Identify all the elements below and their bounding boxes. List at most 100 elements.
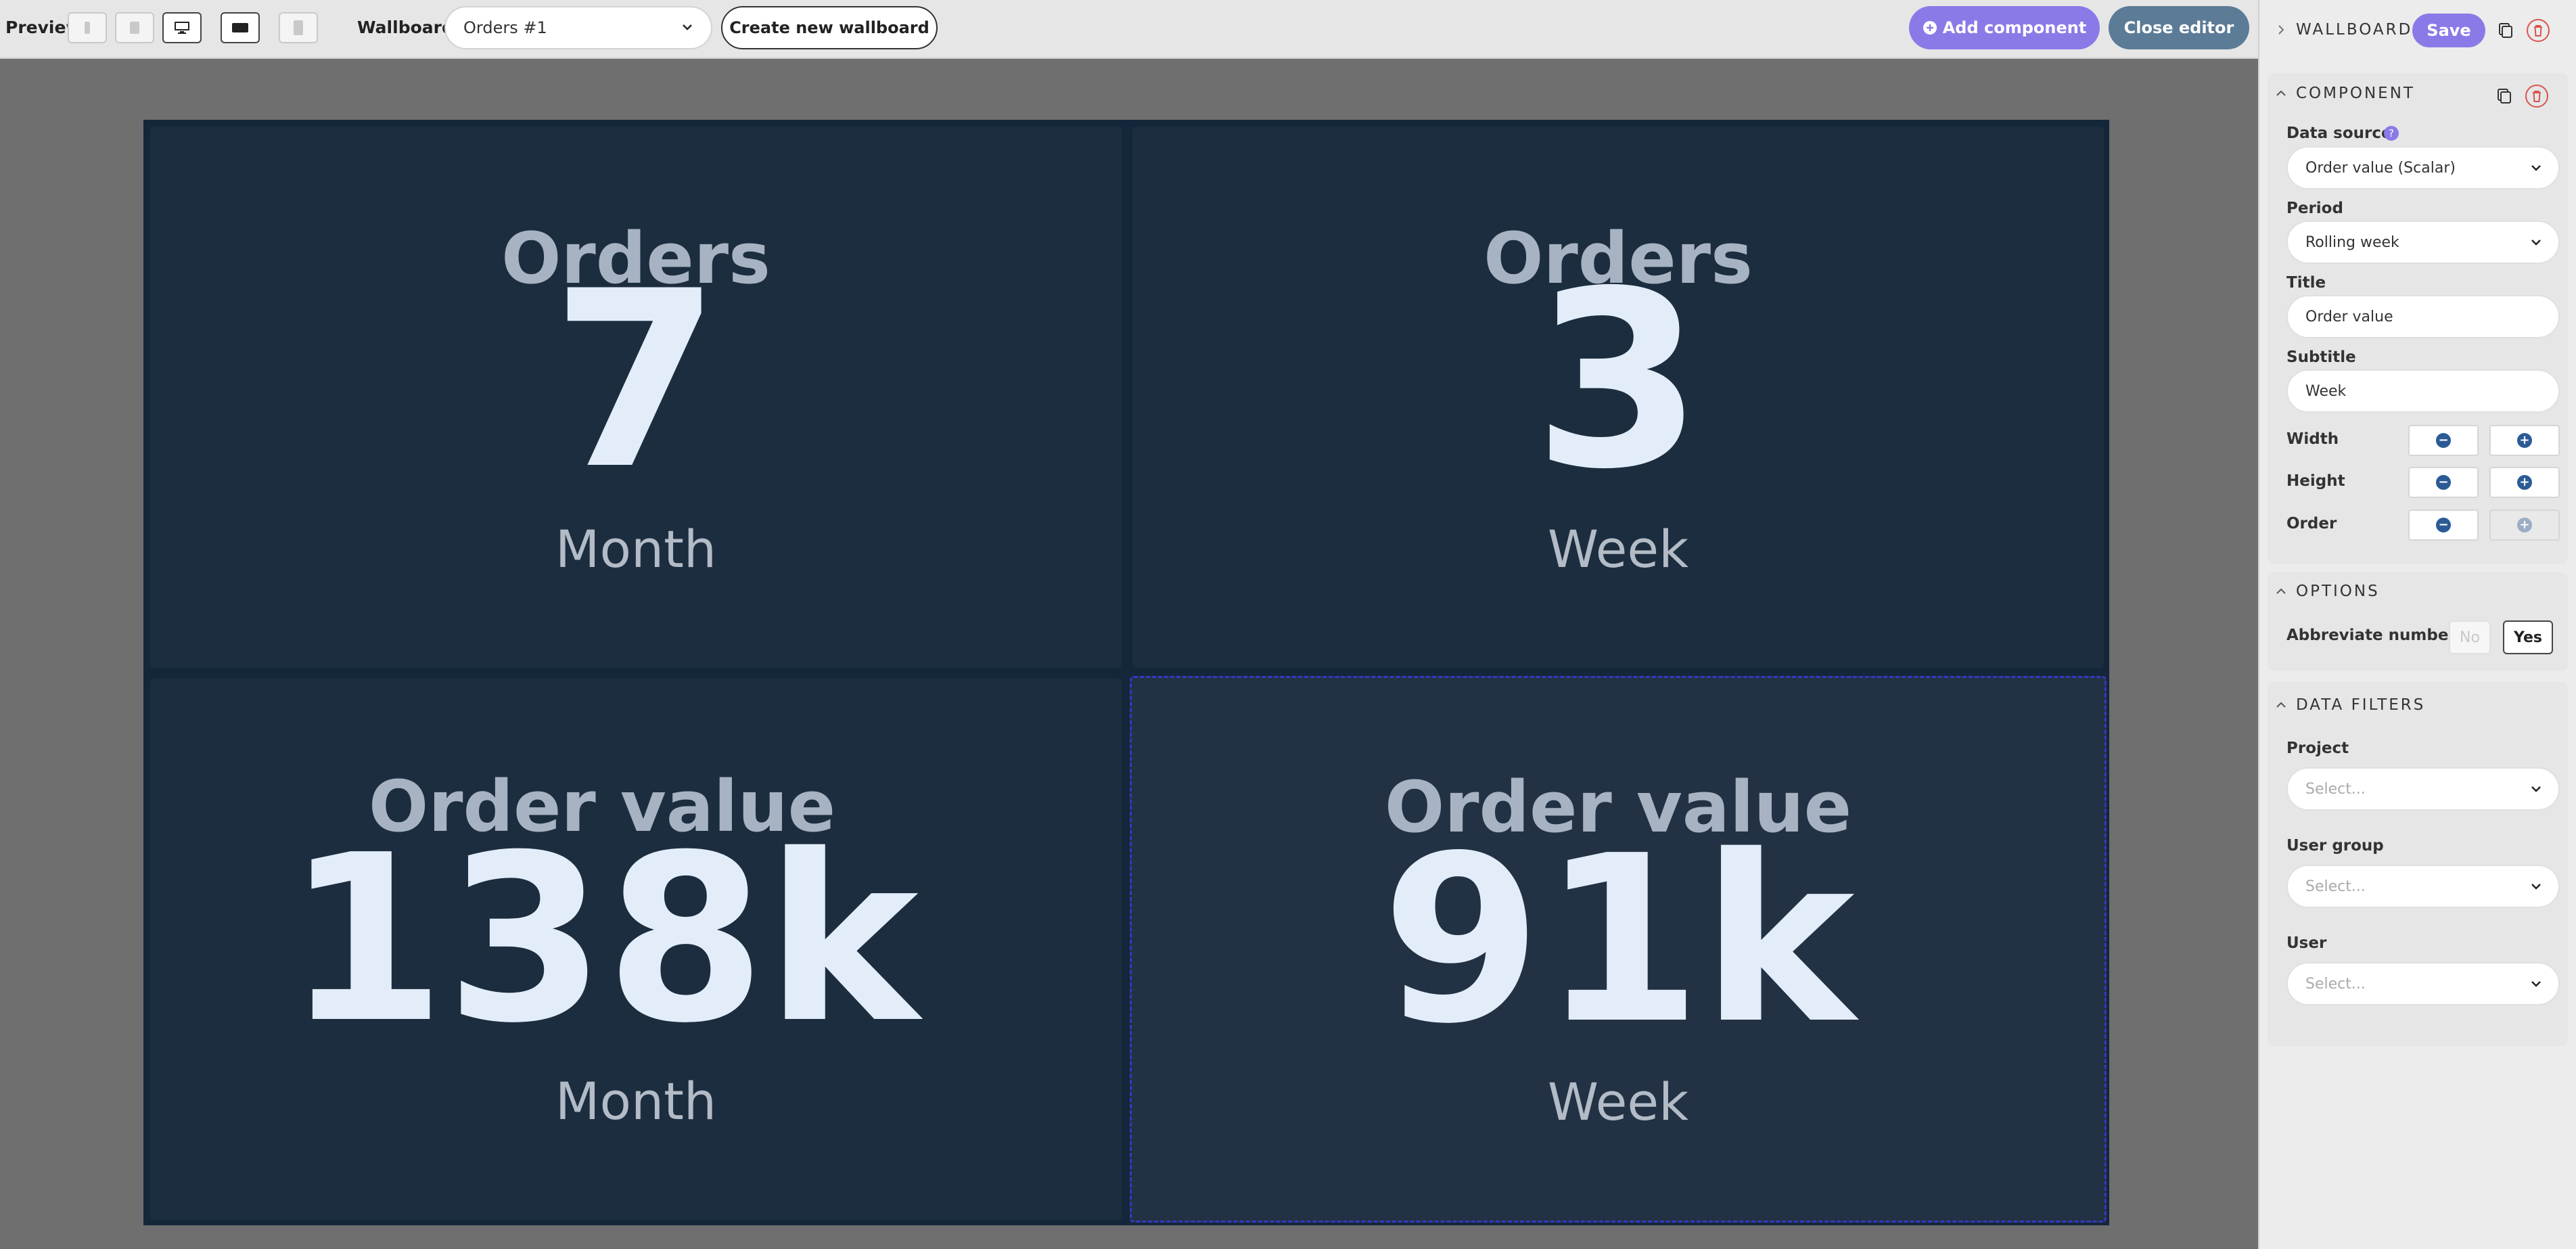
plus-icon: + bbox=[2517, 518, 2532, 532]
wallboard-label: Wallboard bbox=[357, 18, 454, 37]
chevron-down-icon bbox=[683, 24, 692, 30]
tile-value: 138k bbox=[285, 806, 919, 1074]
tile-title: Order value bbox=[1384, 766, 1852, 848]
chevron-up-icon[interactable] bbox=[2276, 700, 2286, 710]
wallboard-select[interactable]: Orders #1 bbox=[444, 6, 712, 49]
preview-tablet-button[interactable] bbox=[115, 12, 154, 43]
tile-title: Orders bbox=[501, 217, 770, 300]
abbreviate-yes-button[interactable]: Yes bbox=[2503, 620, 2553, 654]
width-increase-button[interactable]: + bbox=[2489, 425, 2560, 456]
project-filter-select[interactable]: Select... bbox=[2286, 767, 2560, 811]
subtitle-input-value: Week bbox=[2305, 382, 2347, 400]
user-group-filter-select[interactable]: Select... bbox=[2286, 865, 2560, 908]
delete-component-icon[interactable] bbox=[2525, 84, 2549, 108]
order-increase-button[interactable]: + bbox=[2489, 509, 2560, 541]
subtitle-label: Subtitle bbox=[2286, 348, 2356, 366]
abbreviate-yes-label: Yes bbox=[2514, 629, 2542, 646]
width-decrease-button[interactable]: − bbox=[2408, 425, 2479, 456]
preview-tv-landscape-button[interactable] bbox=[221, 12, 260, 43]
save-label: Save bbox=[2426, 21, 2471, 40]
project-filter-label: Project bbox=[2286, 740, 2349, 757]
preview-tv-portrait-button[interactable] bbox=[279, 12, 318, 43]
duplicate-wallboard-icon[interactable] bbox=[2493, 18, 2517, 43]
wallboard-select-value: Orders #1 bbox=[463, 18, 547, 37]
help-icon[interactable]: ? bbox=[2384, 126, 2399, 141]
tablet-icon bbox=[130, 22, 139, 34]
minus-icon: − bbox=[2436, 475, 2451, 490]
preview-desktop-button[interactable] bbox=[162, 12, 202, 43]
duplicate-component-icon[interactable] bbox=[2491, 84, 2516, 108]
order-label: Order bbox=[2286, 515, 2337, 532]
wallboard-tile[interactable]: Orders 3 Week bbox=[1132, 127, 2104, 668]
tile-value: 7 bbox=[551, 239, 721, 522]
abbreviate-no-button[interactable]: No bbox=[2449, 620, 2491, 654]
minus-icon: − bbox=[2436, 433, 2451, 448]
tile-subtitle: Month bbox=[555, 519, 717, 579]
user-group-filter-placeholder: Select... bbox=[2305, 878, 2366, 895]
data-source-select[interactable]: Order value (Scalar) bbox=[2286, 146, 2560, 189]
height-label: Height bbox=[2286, 472, 2345, 490]
user-filter-select[interactable]: Select... bbox=[2286, 962, 2560, 1005]
wallboard-section-header: WALLBOARD bbox=[2296, 21, 2413, 39]
wallboard-tile[interactable]: Order value 138k Month bbox=[150, 679, 1122, 1220]
chevron-down-icon bbox=[2531, 786, 2541, 792]
period-select[interactable]: Rolling week bbox=[2286, 221, 2560, 264]
close-editor-button[interactable]: Close editor bbox=[2109, 6, 2249, 49]
abbreviate-numbers-label: Abbreviate numbers bbox=[2286, 627, 2466, 644]
user-filter-placeholder: Select... bbox=[2305, 975, 2366, 993]
wallboard-tile[interactable]: Orders 7 Month bbox=[150, 127, 1122, 668]
title-label: Title bbox=[2286, 274, 2326, 292]
abbreviate-no-label: No bbox=[2460, 629, 2480, 646]
tile-subtitle: Week bbox=[1547, 1072, 1689, 1132]
component-section: COMPONENT Data source ? Order value (Sca… bbox=[2268, 73, 2568, 564]
tv-portrait-icon bbox=[294, 20, 303, 35]
delete-wallboard-icon[interactable] bbox=[2526, 18, 2550, 43]
wallboard-tile-selected[interactable]: Order value 91k Week bbox=[1130, 676, 2107, 1223]
chevron-up-icon[interactable] bbox=[2276, 88, 2286, 99]
period-value: Rolling week bbox=[2305, 233, 2399, 251]
options-section-header: OPTIONS bbox=[2296, 583, 2380, 600]
component-section-header: COMPONENT bbox=[2296, 85, 2415, 102]
preview-phone-button[interactable] bbox=[68, 12, 107, 43]
chevron-down-icon bbox=[2531, 165, 2541, 171]
create-wallboard-label: Create new wallboard bbox=[729, 18, 929, 37]
tile-value: 91k bbox=[1381, 807, 1855, 1074]
data-filters-section: DATA FILTERS Project Select... User grou… bbox=[2268, 682, 2568, 1046]
data-source-label: Data source bbox=[2286, 124, 2392, 142]
chevron-up-icon[interactable] bbox=[2276, 586, 2286, 597]
add-component-button[interactable]: Add component bbox=[1909, 6, 2100, 49]
user-filter-label: User bbox=[2286, 934, 2327, 952]
title-input[interactable]: Order value bbox=[2286, 295, 2560, 338]
save-button[interactable]: Save bbox=[2412, 14, 2485, 47]
height-increase-button[interactable]: + bbox=[2489, 467, 2560, 498]
tile-value: 3 bbox=[1533, 239, 1703, 522]
user-group-filter-label: User group bbox=[2286, 837, 2384, 855]
tile-title: Order value bbox=[368, 765, 836, 848]
plus-circle-icon bbox=[1923, 21, 1937, 35]
project-filter-placeholder: Select... bbox=[2305, 780, 2366, 798]
tile-title: Orders bbox=[1484, 217, 1753, 300]
tile-subtitle: Week bbox=[1547, 519, 1689, 579]
create-wallboard-button[interactable]: Create new wallboard bbox=[721, 6, 938, 49]
add-component-label: Add component bbox=[1942, 18, 2087, 37]
tile-subtitle: Month bbox=[555, 1071, 717, 1131]
tv-landscape-icon bbox=[232, 23, 248, 32]
plus-icon: + bbox=[2517, 475, 2532, 490]
data-filters-section-header: DATA FILTERS bbox=[2296, 696, 2426, 714]
chevron-down-icon bbox=[2531, 981, 2541, 987]
chevron-down-icon bbox=[2531, 240, 2541, 246]
editor-toolbar: Preview Wallboard Orders #1 Create new w… bbox=[0, 0, 2258, 59]
height-decrease-button[interactable]: − bbox=[2408, 467, 2479, 498]
data-source-value: Order value (Scalar) bbox=[2305, 159, 2456, 177]
subtitle-input[interactable]: Week bbox=[2286, 369, 2560, 413]
chevron-right-icon[interactable] bbox=[2276, 24, 2286, 35]
chevron-down-icon bbox=[2531, 884, 2541, 890]
title-input-value: Order value bbox=[2305, 308, 2393, 325]
period-label: Period bbox=[2286, 200, 2343, 217]
order-decrease-button[interactable]: − bbox=[2408, 509, 2479, 541]
minus-icon: − bbox=[2436, 518, 2451, 532]
wallboard-canvas: Orders 7 Month Orders 3 Week Order value… bbox=[143, 120, 2109, 1225]
desktop-icon bbox=[175, 22, 189, 34]
phone-portrait-icon bbox=[85, 22, 90, 34]
plus-icon: + bbox=[2517, 433, 2532, 448]
